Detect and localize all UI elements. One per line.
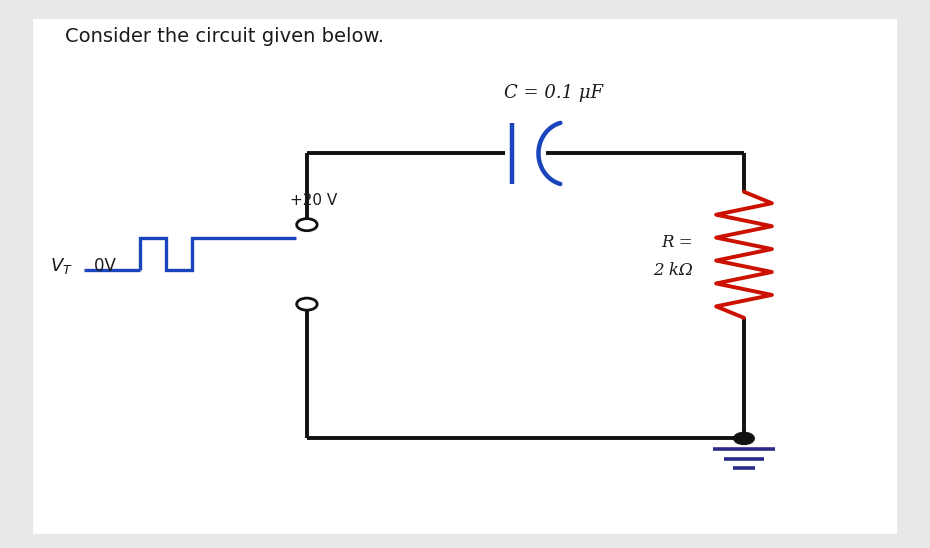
Text: C = 0.1 μF: C = 0.1 μF bbox=[504, 84, 603, 102]
Text: R =: R = bbox=[661, 234, 693, 252]
Text: 2 kΩ: 2 kΩ bbox=[653, 261, 693, 279]
Text: 0V: 0V bbox=[73, 258, 115, 275]
Circle shape bbox=[734, 432, 754, 444]
FancyBboxPatch shape bbox=[33, 19, 897, 534]
Text: $V_T$: $V_T$ bbox=[49, 256, 73, 276]
Text: +20 V: +20 V bbox=[290, 193, 338, 208]
Text: Consider the circuit given below.: Consider the circuit given below. bbox=[65, 27, 384, 47]
